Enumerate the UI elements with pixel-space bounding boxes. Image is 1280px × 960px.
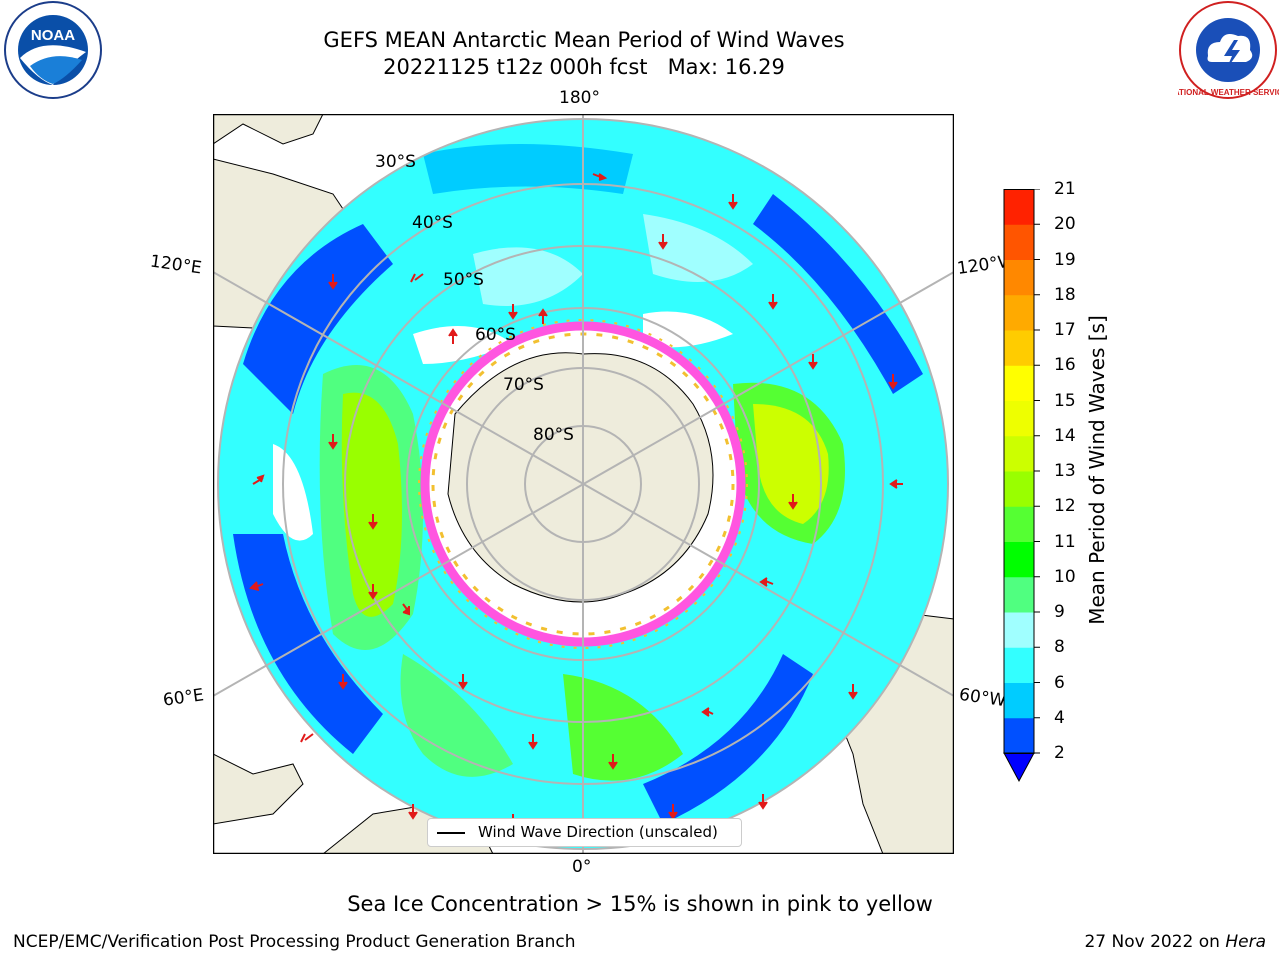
colorbar-tick-label: 4: [1054, 707, 1065, 728]
chart-title: GEFS MEAN Antarctic Mean Period of Wind …: [323, 28, 845, 52]
colorbar-tick-label: 20: [1054, 214, 1076, 235]
colorbar-segment: [1004, 576, 1034, 613]
graticule: [213, 114, 954, 854]
colorbar-segment: [1004, 224, 1034, 260]
colorbar-tick-label: 21: [1054, 179, 1076, 199]
colorbar-tick-label: 14: [1054, 425, 1076, 446]
credit-line: NCEP/EMC/Verification Post Processing Pr…: [13, 932, 576, 952]
colorbar-segment: [1004, 541, 1034, 578]
colorbar-tick-label: 18: [1054, 284, 1076, 305]
lon-label-0: 0°: [572, 857, 592, 877]
colorbar-tick-label: 2: [1054, 743, 1065, 763]
colorbar-tick-label: 9: [1054, 602, 1065, 622]
noaa-logo: NOAA: [2, 0, 104, 100]
nws-logo: NATIONAL WEATHER SERVICE: [1168, 0, 1280, 100]
colorbar-segment: [1004, 259, 1034, 296]
machine-name: Hera: [1225, 932, 1266, 952]
colorbar-tick-label: 12: [1054, 496, 1076, 517]
colorbar-tick-label: 16: [1054, 355, 1076, 376]
polar-map: 180° 0° 120°E 120°W 60°E 60°W 30°S 40°S …: [149, 88, 1016, 877]
run-info: 20221125 t12z 000h fcst: [383, 55, 648, 79]
colorbar-tick-label: 19: [1054, 249, 1076, 270]
legend-label: Wind Wave Direction (unscaled): [478, 823, 718, 841]
map-legend: Wind Wave Direction (unscaled): [427, 818, 742, 847]
colorbar-segment: [1004, 717, 1034, 754]
map-canvas: [213, 114, 954, 854]
colorbar: [1003, 188, 1053, 789]
colorbar-tick-label: 10: [1054, 566, 1076, 587]
colorbar-tick-label: 17: [1054, 320, 1076, 340]
wave-field: [218, 119, 948, 849]
colorbar-segment: [1004, 682, 1034, 719]
lat-label-40s: 40°S: [412, 213, 453, 233]
lat-label-60s: 60°S: [475, 325, 516, 345]
colorbar-segment: [1004, 612, 1034, 648]
colorbar-segment: [1004, 400, 1034, 437]
colorbar-tick-label: 11: [1054, 531, 1076, 552]
run-date: 27 Nov 2022 on Hera: [1084, 932, 1266, 952]
colorbar-segment: [1004, 506, 1034, 542]
colorbar-segment: [1004, 647, 1034, 683]
noaa-logo-text: NOAA: [31, 27, 75, 44]
nws-logo-text: NATIONAL WEATHER SERVICE: [1178, 88, 1279, 97]
lon-label-60e: 60°E: [161, 685, 206, 711]
lat-label-80s: 80°S: [533, 425, 574, 445]
lon-label-120e: 120°E: [148, 251, 203, 279]
colorbar-segment: [1004, 365, 1034, 401]
lat-label-70s: 70°S: [503, 375, 544, 395]
lon-label-180: 180°: [559, 88, 600, 108]
colorbar-tick-label: 6: [1054, 672, 1065, 693]
colorbar-segment: [1004, 330, 1034, 366]
chart-subtitle: 20221125 t12z 000h fcst Max: 16.29: [284, 53, 884, 82]
colorbar-segment: [1004, 471, 1034, 507]
lat-label-30s: 30°S: [375, 152, 416, 172]
colorbar-extend-arrow: [1003, 752, 1035, 783]
colorbar-tick-label: 8: [1054, 637, 1065, 658]
colorbar-label: Mean Period of Wind Waves [s]: [1085, 315, 1109, 625]
run-date-text: 27 Nov 2022 on: [1084, 932, 1220, 952]
legend-line: [437, 832, 465, 834]
sea-ice-note: Sea Ice Concentration > 15% is shown in …: [347, 892, 933, 916]
lat-label-50s: 50°S: [443, 270, 484, 290]
lon-label-60w: 60°W: [957, 684, 1008, 712]
colorbar-scale: [1003, 188, 1040, 783]
colorbar-tick-label: 13: [1054, 461, 1076, 481]
colorbar-segment: [1004, 294, 1034, 331]
colorbar-segment: [1004, 189, 1034, 225]
colorbar-tick-label: 15: [1054, 390, 1076, 411]
colorbar-segment: [1004, 435, 1034, 472]
max-value: Max: 16.29: [667, 55, 785, 79]
